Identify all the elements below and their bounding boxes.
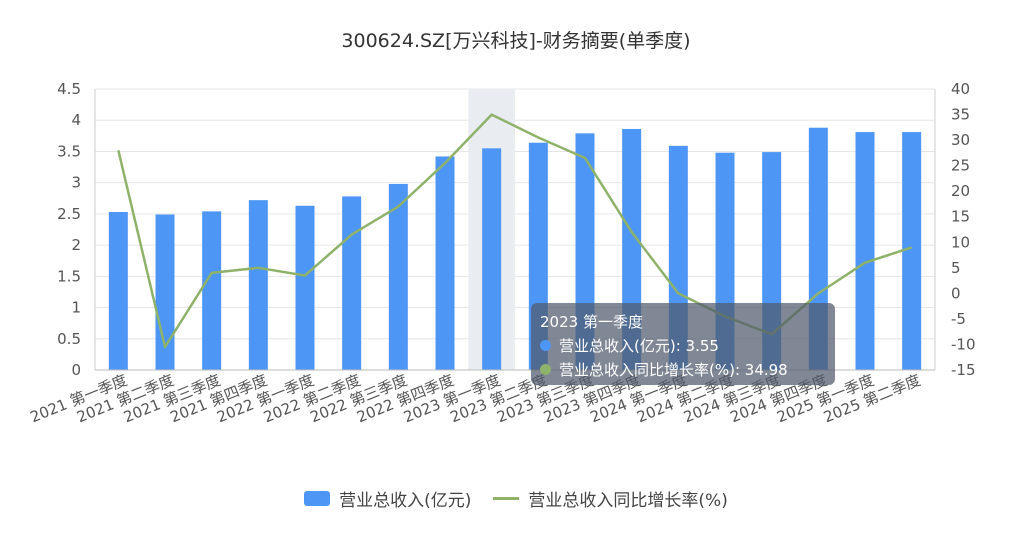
bar: [295, 205, 315, 370]
legend-item-growth[interactable]: 营业总收入同比增长率(%): [493, 486, 728, 511]
bar: [902, 132, 922, 370]
bar: [248, 200, 268, 370]
legend: 营业总收入(亿元) 营业总收入同比增长率(%): [0, 486, 1032, 511]
chart-title: 300624.SZ[万兴科技]-财务摘要(单季度): [341, 30, 691, 52]
left-tick-label: 0.5: [57, 330, 81, 348]
left-tick-label: 2.5: [57, 205, 81, 223]
bar: [108, 212, 128, 370]
tooltip-text-growth: 营业总收入同比增长率(%): 34.98: [559, 361, 788, 379]
bar: [202, 211, 222, 370]
tooltip-dot-growth: [540, 364, 551, 375]
right-tick-label: 35: [951, 106, 970, 124]
legend-label-revenue: 营业总收入(亿元): [339, 491, 472, 511]
tooltip-dot-revenue: [540, 340, 551, 351]
legend-item-revenue[interactable]: 营业总收入(亿元): [304, 486, 471, 511]
left-tick-label: 2: [71, 236, 81, 254]
tooltip: 2023 第一季度 营业总收入(亿元): 3.55 营业总收入同比增长率(%):…: [531, 303, 835, 385]
left-tick-label: 1: [71, 299, 81, 317]
right-tick-label: 5: [951, 259, 961, 277]
right-tick-label: 40: [951, 80, 970, 98]
right-tick-label: -15: [951, 361, 976, 379]
legend-label-growth: 营业总收入同比增长率(%): [528, 491, 728, 511]
tooltip-text-revenue: 营业总收入(亿元): 3.55: [559, 337, 719, 355]
right-tick-label: -10: [951, 335, 976, 353]
right-tick-label: 25: [951, 157, 970, 175]
left-tick-label: 3.5: [57, 142, 81, 160]
legend-swatch-bar: [304, 491, 331, 506]
left-tick-label: 0: [71, 361, 81, 379]
right-tick-label: 30: [951, 131, 970, 149]
legend-swatch-line: [493, 497, 520, 500]
bar: [482, 148, 502, 370]
bar: [388, 183, 408, 370]
bar: [855, 132, 875, 370]
right-tick-label: 20: [951, 182, 970, 200]
left-tick-label: 1.5: [57, 267, 81, 285]
left-tick-label: 4.5: [57, 80, 81, 98]
right-axis-ticks: -15 -10 -5 0 5 10 15 20 25 30 35 40: [951, 80, 976, 379]
bar: [435, 156, 455, 370]
left-axis-ticks: 0 0.5 1 1.5 2 2.5 3 3.5 4 4.5: [57, 80, 81, 379]
right-tick-label: -5: [951, 310, 966, 328]
tooltip-title: 2023 第一季度: [540, 313, 643, 331]
bar: [342, 196, 362, 370]
right-tick-label: 0: [951, 284, 961, 302]
right-tick-label: 10: [951, 233, 970, 251]
left-tick-label: 4: [71, 111, 81, 129]
tooltip-row-revenue: 营业总收入(亿元): 3.55: [540, 335, 826, 356]
tooltip-row-growth: 营业总收入同比增长率(%): 34.98: [540, 359, 826, 380]
right-tick-label: 15: [951, 208, 970, 226]
left-tick-label: 3: [71, 174, 81, 192]
